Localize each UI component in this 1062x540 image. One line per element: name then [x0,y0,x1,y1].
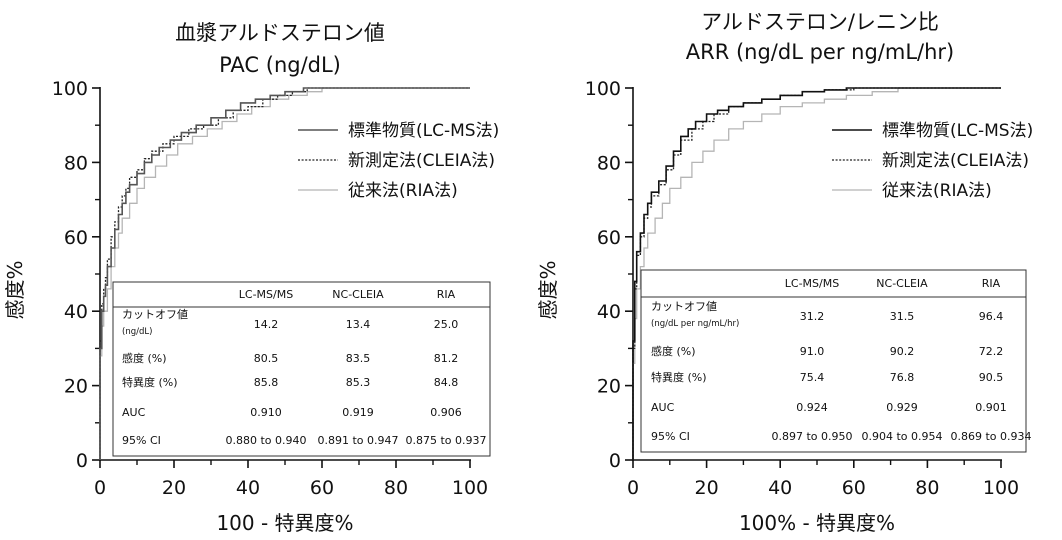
table-cell: 14.2 [254,318,279,331]
table-row-label: AUC [122,406,146,419]
table-row-label: 感度 (%) [651,344,696,358]
x-tick-label: 80 [915,477,939,499]
stats-table [640,269,1027,453]
y-tick-label: 100 [52,78,88,100]
stats-table [112,281,491,457]
y-tick-label: 0 [609,450,621,472]
x-tick-label: 40 [236,477,260,499]
table-cell: 76.8 [890,371,915,384]
x-tick-label: 0 [94,477,106,499]
x-tick-label: 60 [842,477,866,499]
y-tick-label: 80 [64,152,88,174]
series-line-3 [632,87,1001,460]
table-cell: 0.875 to 0.937 [405,434,486,447]
table-cell: 90.2 [890,345,915,358]
legend-label: 新測定法(CLEIA法) [882,151,1029,171]
table-cell: 0.904 to 0.954 [861,430,942,443]
legend-label: 標準物質(LC-MS法) [882,121,1033,141]
legend-label: 従来法(RIA法) [882,181,992,201]
table-row-label: カットオフ値 [651,300,717,313]
x-tick-label: 40 [768,477,792,499]
legend-label: 新測定法(CLEIA法) [348,151,495,171]
table-cell: 0.906 [430,406,462,419]
table-row-label: 感度 (%) [122,351,167,365]
table-header-cell: RIA [982,277,1001,290]
table-cell: 0.929 [886,401,918,414]
series-line-3 [99,87,470,460]
table-cell: 84.8 [434,376,459,389]
table-row-label: カットオフ値 [122,308,188,321]
table-header-cell: NC-CLEIA [332,288,384,301]
table-cell: 96.4 [979,310,1004,323]
y-tick-label: 40 [597,301,621,323]
table-header-cell: RIA [437,288,456,301]
chart-subtitle: ARR (ng/dL per ng/mL/hr) [686,40,954,64]
y-tick-label: 20 [597,376,621,398]
x-tick-label: 60 [310,477,334,499]
y-tick-label: 60 [597,227,621,249]
y-axis-label: 感度% [536,260,560,319]
table-cell: 91.0 [800,345,825,358]
table-row-sublabel: (ng/dL) [122,327,152,337]
table-cell: 75.4 [800,371,825,384]
roc-chart-2: アルドステロン/レニン比 ARR (ng/dL per ng/mL/hr) 0 20 4… [536,10,1033,535]
table-cell: 0.924 [796,401,828,414]
table-cell: 0.891 to 0.947 [317,434,398,447]
table-cell: 85.8 [254,376,279,389]
chart-title: 血漿アルドステロン値 [175,21,385,45]
table-cell: 25.0 [434,318,459,331]
roc-chart-1: 血漿アルドステロン値 PAC (ng/dL) 0 20 40 60 80 100 0 20 40 60… [3,21,499,535]
y-tick-label: 20 [64,376,88,398]
table-cell: 0.880 to 0.940 [225,434,306,447]
table-row-label: 特異度 (%) [651,370,707,384]
chart-title: アルドステロン/レニン比 [701,10,939,34]
x-tick-label: 100 [983,477,1019,499]
legend-label: 従来法(RIA法) [348,181,458,201]
table-row-label: 95% CI [651,430,690,443]
table-cell: 31.2 [800,310,825,323]
x-tick-label: 20 [162,477,186,499]
y-axis-label: 感度% [3,260,27,319]
x-axis-label: 100% - 特異度% [739,511,895,535]
table-row-label: 特異度 (%) [122,375,178,389]
table-header-cell: LC-MS/MS [239,288,293,301]
table-cell: 85.3 [346,376,371,389]
table-cell: 0.919 [342,406,374,419]
table-cell: 13.4 [346,318,371,331]
table-cell: 0.869 to 0.934 [950,430,1031,443]
y-tick-label: 0 [76,450,88,472]
table-cell: 31.5 [890,310,915,323]
table-cell: 0.897 to 0.950 [771,430,852,443]
y-tick-label: 80 [597,152,621,174]
y-tick-label: 60 [64,227,88,249]
table-row-sublabel: (ng/dL per ng/mL/hr) [651,319,739,329]
x-axis-label: 100 - 特異度% [216,511,353,535]
table-cell: 72.2 [979,345,1004,358]
table-header-cell: NC-CLEIA [876,277,928,290]
table-cell: 83.5 [346,352,371,365]
chart-subtitle: PAC (ng/dL) [219,53,341,77]
table-cell: 80.5 [254,352,279,365]
x-tick-label: 20 [695,477,719,499]
table-row-label: 95% CI [122,434,161,447]
x-tick-label: 80 [384,477,408,499]
series-line-1 [632,87,1001,460]
y-tick-label: 40 [64,301,88,323]
table-cell: 81.2 [434,352,459,365]
table-header-cell: LC-MS/MS [785,277,839,290]
y-tick-label: 100 [585,78,621,100]
table-row-label: AUC [651,401,675,414]
table-cell: 0.910 [250,406,282,419]
x-tick-label: 100 [452,477,488,499]
table-cell: 90.5 [979,371,1004,384]
series-line-1 [99,87,470,460]
legend-label: 標準物質(LC-MS法) [348,121,499,141]
table-cell: 0.901 [975,401,1007,414]
x-tick-label: 0 [627,477,639,499]
